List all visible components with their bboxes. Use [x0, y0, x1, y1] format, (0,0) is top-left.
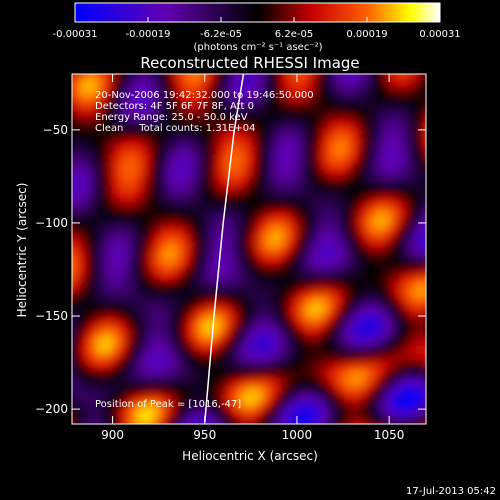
x-tick-label: 1000	[282, 428, 313, 442]
colorbar-tick-label: -0.00019	[126, 29, 171, 40]
heatmap-image	[72, 74, 426, 424]
colorbar-tick-label: 0.00031	[419, 29, 460, 40]
chart-title: Reconstructed RHESSI Image	[140, 54, 359, 72]
x-tick-label: 950	[193, 428, 216, 442]
y-tick-label: −100	[35, 216, 68, 230]
y-tick-label: −50	[43, 123, 68, 137]
solar-limb-line	[204, 74, 245, 423]
timestamp: 17-Jul-2013 05:42	[406, 486, 496, 497]
plot-frame	[71, 73, 427, 425]
info-line-energy: Energy Range: 25.0 - 50.0 keV	[95, 112, 248, 123]
colorbar-tick-label: 0.00019	[346, 29, 387, 40]
colorbar-tick-label: -0.00031	[53, 29, 98, 40]
info-line-clean: Clean Total counts: 1.31E+04	[95, 123, 255, 134]
info-line-detectors: Detectors: 4F 5F 6F 7F 8F, Att 0	[95, 101, 254, 112]
x-tick-label: 900	[101, 428, 124, 442]
x-axis-label: Heliocentric X (arcsec)	[182, 449, 318, 463]
colorbar-tick-label: 6.2e-05	[275, 29, 313, 40]
colorbar-unit-label: (photons cm⁻² s⁻¹ asec⁻²)	[193, 42, 322, 53]
colorbar	[74, 2, 441, 23]
y-tick-label: −200	[35, 402, 68, 416]
x-tick-label: 1050	[374, 428, 405, 442]
axis-ticks: 900 950 1000 1050 −50 −100 −150 −200	[35, 74, 426, 442]
peak-position-text: Position of Peak = [1016,-47]	[95, 399, 241, 410]
colorbar-tick-label: -6.2e-05	[200, 29, 242, 40]
info-line-time: 20-Nov-2006 19:42:32.000 to 19:46:50.000	[95, 90, 314, 101]
y-tick-label: −150	[35, 309, 68, 323]
colorbar-ticks: -0.00031 -0.00019 -6.2e-05 6.2e-05 0.00019 0.…	[53, 17, 461, 40]
y-axis-label: Heliocentric Y (arcsec)	[15, 183, 29, 318]
